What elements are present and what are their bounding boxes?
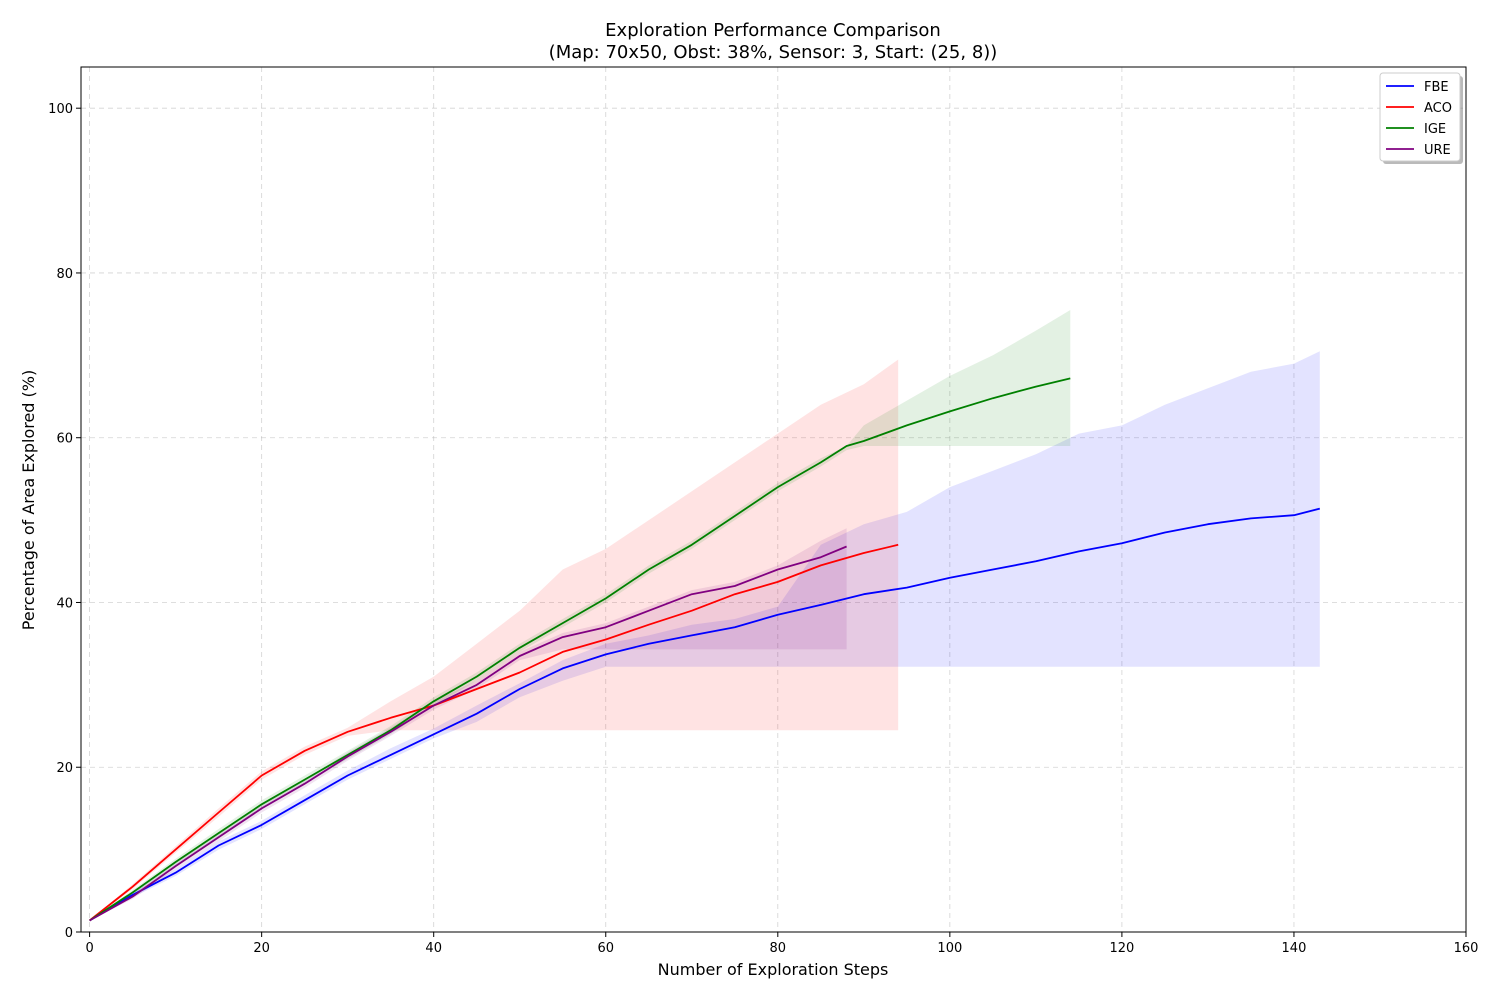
y-axis-label: Percentage of Area Explored (%) bbox=[19, 370, 38, 630]
x-tick-label: 60 bbox=[597, 941, 614, 956]
ure-line bbox=[89, 545, 847, 922]
x-tick-label: 80 bbox=[770, 941, 787, 956]
x-tick-label: 120 bbox=[1109, 941, 1134, 956]
legend: FBE ACO IGE URE bbox=[1379, 72, 1463, 164]
ige-line bbox=[89, 377, 1071, 922]
chart-subtitle: (Map: 70x50, Obst: 38%, Sensor: 3, Start… bbox=[549, 42, 998, 63]
x-tick-label: 160 bbox=[1454, 941, 1479, 956]
x-tick-label: 0 bbox=[85, 941, 93, 956]
aco-line bbox=[89, 543, 899, 922]
legend-label-ure: URE bbox=[1424, 143, 1451, 158]
ige-confidence-band bbox=[89, 310, 1071, 921]
x-tick-label: 40 bbox=[425, 941, 442, 956]
legend-label-aco: ACO bbox=[1424, 101, 1452, 116]
y-tick-label: 20 bbox=[56, 761, 73, 776]
fbe-line bbox=[89, 507, 1321, 922]
chart-title: Exploration Performance Comparison bbox=[605, 20, 941, 41]
y-tick-label: 60 bbox=[56, 432, 73, 447]
ure-confidence-band bbox=[89, 528, 847, 921]
y-tick-label: 80 bbox=[56, 267, 73, 282]
axis-ticks: 0 20 40 60 80 100 120 140 160 0 20 40 60 80 100 bbox=[48, 102, 1478, 956]
y-tick-label: 100 bbox=[48, 102, 73, 117]
x-tick-label: 100 bbox=[937, 941, 962, 956]
fbe-confidence-band bbox=[89, 351, 1320, 921]
series-lines bbox=[89, 377, 1321, 922]
x-axis-label: Number of Exploration Steps bbox=[658, 960, 889, 979]
legend-label-ige: IGE bbox=[1424, 122, 1446, 137]
y-tick-label: 0 bbox=[65, 926, 73, 941]
plot-frame bbox=[80, 66, 1467, 933]
x-tick-label: 140 bbox=[1282, 941, 1307, 956]
y-tick-label: 40 bbox=[56, 596, 73, 611]
confidence-bands bbox=[89, 310, 1320, 921]
legend-box bbox=[1379, 72, 1461, 162]
legend-label-fbe: FBE bbox=[1424, 80, 1449, 95]
x-tick-label: 20 bbox=[253, 941, 270, 956]
aco-confidence-band bbox=[89, 359, 899, 921]
